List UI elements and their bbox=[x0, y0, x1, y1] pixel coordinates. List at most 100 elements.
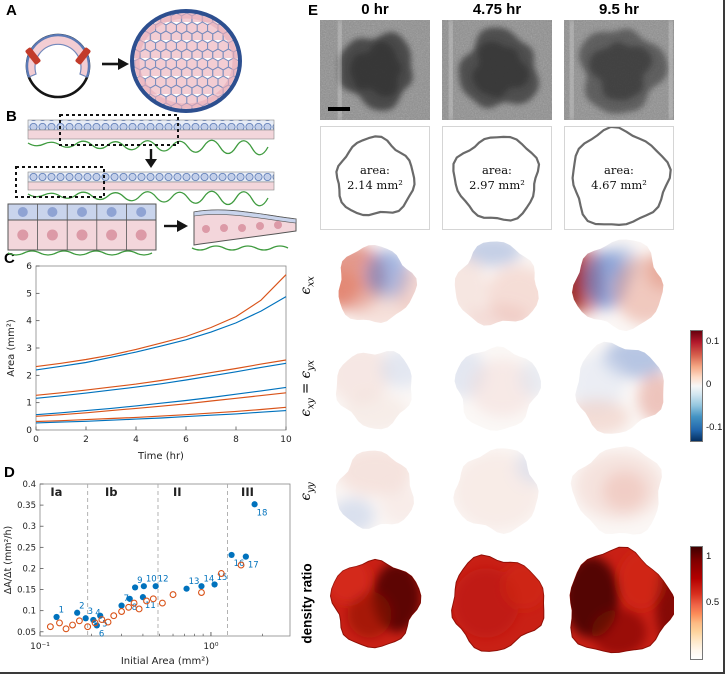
svg-text:0.1: 0.1 bbox=[22, 607, 36, 617]
strain-map-eyy-9-5hr bbox=[564, 442, 674, 540]
strain-map-eyy-0hr bbox=[320, 442, 430, 540]
cell-sheet-rim bbox=[134, 13, 238, 109]
row-label-density-ratio: density ratio bbox=[299, 562, 315, 644]
svg-text:11: 11 bbox=[145, 601, 156, 611]
svg-text:3: 3 bbox=[26, 344, 32, 354]
svg-text:Area (mm²): Area (mm²) bbox=[6, 319, 17, 377]
svg-text:6: 6 bbox=[99, 629, 104, 639]
density-ratio-map-9-5hr bbox=[564, 545, 674, 661]
svg-text:0: 0 bbox=[33, 435, 39, 445]
svg-text:14: 14 bbox=[203, 575, 214, 585]
density-ratio-map-4-75hr bbox=[442, 545, 552, 661]
svg-text:4: 4 bbox=[133, 435, 139, 445]
svg-text:10: 10 bbox=[146, 575, 157, 585]
panel-c-chart: 0 2 4 6 8 10 0 1 2 3 4 5 6 Time (hr) Area (mm²) bbox=[4, 258, 296, 469]
cut-mark-left bbox=[25, 47, 41, 65]
svg-text:III: III bbox=[241, 485, 254, 499]
svg-text:6: 6 bbox=[183, 435, 189, 445]
column-header-9-5hr: 9.5 hr bbox=[598, 1, 640, 18]
blastoderm-edge bbox=[25, 33, 91, 78]
svg-text:0: 0 bbox=[26, 426, 32, 436]
strain-map-exx-0hr bbox=[320, 236, 430, 334]
strip2-epiblast-cells bbox=[27, 171, 275, 183]
svg-text:10⁰: 10⁰ bbox=[203, 642, 218, 652]
microscopy-image-9-5hr bbox=[564, 20, 674, 120]
svg-text:8: 8 bbox=[132, 603, 137, 613]
svg-text:2: 2 bbox=[26, 371, 32, 381]
fiber-line bbox=[27, 190, 269, 207]
arrow-head bbox=[118, 58, 129, 70]
svg-text:5: 5 bbox=[102, 620, 107, 630]
svg-text:13: 13 bbox=[189, 577, 200, 587]
svg-text:10⁻¹: 10⁻¹ bbox=[30, 642, 50, 652]
svg-text:2: 2 bbox=[83, 435, 89, 445]
svg-text:3: 3 bbox=[88, 607, 93, 617]
cut-mark-right bbox=[75, 47, 91, 65]
svg-text:8: 8 bbox=[233, 435, 239, 445]
dotted-box-2 bbox=[15, 166, 105, 198]
cell-sheet-blob bbox=[130, 9, 242, 113]
svg-text:0.35: 0.35 bbox=[17, 501, 36, 511]
zoomed-cell-column bbox=[7, 203, 157, 256]
svg-text:17: 17 bbox=[248, 561, 259, 571]
svg-text:II: II bbox=[173, 485, 182, 499]
strain-map-eyy-4-75hr bbox=[442, 442, 552, 540]
svg-text:15: 15 bbox=[217, 573, 228, 583]
tissue-outline-0hr bbox=[320, 126, 430, 230]
tissue-outline-4-75hr bbox=[442, 126, 552, 230]
svg-text:Ia: Ia bbox=[50, 485, 62, 499]
microscopy-image-0hr bbox=[320, 20, 430, 120]
strain-map-exx-4-75hr bbox=[442, 236, 552, 334]
strip1-hypoblast bbox=[27, 129, 275, 140]
svg-text:0.2: 0.2 bbox=[22, 564, 36, 574]
svg-text:6: 6 bbox=[26, 262, 32, 272]
density-ratio-map-0hr bbox=[320, 545, 430, 661]
strain-map-exy-9-5hr bbox=[564, 339, 674, 437]
panel-d-label: D bbox=[4, 464, 15, 481]
svg-text:ΔA/Δt (mm²/h): ΔA/Δt (mm²/h) bbox=[3, 526, 14, 594]
tissue-outline-9-5hr bbox=[564, 126, 674, 230]
density-colorbar-tick-max: 1 bbox=[706, 551, 712, 562]
svg-text:7: 7 bbox=[124, 594, 129, 604]
strain-colorbar bbox=[690, 330, 703, 442]
svg-text:0.15: 0.15 bbox=[17, 586, 36, 596]
fiber-line bbox=[27, 139, 269, 156]
row-label-epsilon-yy: ϵyy bbox=[297, 481, 317, 501]
svg-text:12: 12 bbox=[158, 575, 169, 585]
panel-b-label: B bbox=[6, 108, 17, 125]
strain-colorbar-tick-max: 0.1 bbox=[706, 336, 720, 347]
svg-text:9: 9 bbox=[137, 576, 142, 586]
right-arrow-head bbox=[177, 220, 188, 232]
svg-text:1: 1 bbox=[26, 399, 32, 409]
svg-text:2: 2 bbox=[79, 601, 84, 611]
svg-text:16: 16 bbox=[234, 559, 245, 569]
area-vs-time-chart-canvas: 0 2 4 6 8 10 0 1 2 3 4 5 6 Time (hr) Area (mm²) bbox=[6, 262, 292, 462]
strain-map-exx-9-5hr bbox=[564, 236, 674, 334]
strain-colorbar-tick-zero: 0 bbox=[706, 379, 712, 390]
panel-d-chart: Ia Ib II III 10⁻¹ 10⁰ 0.05 0.1 0.15 0.2 0.25 0.3 0.3… bbox=[2, 472, 298, 672]
row-label-epsilon-xx: ϵxx bbox=[297, 275, 317, 295]
column-header-0hr: 0 hr bbox=[361, 1, 389, 18]
svg-text:0.25: 0.25 bbox=[17, 543, 36, 553]
svg-text:4: 4 bbox=[95, 608, 100, 618]
svg-text:18: 18 bbox=[257, 508, 268, 518]
density-colorbar bbox=[690, 546, 703, 660]
svg-text:10: 10 bbox=[280, 435, 292, 445]
svg-text:Ib: Ib bbox=[105, 485, 118, 499]
strain-map-exy-0hr bbox=[320, 339, 430, 437]
panel-c-label: C bbox=[4, 250, 15, 267]
strain-colorbar-tick-min: -0.1 bbox=[706, 422, 723, 433]
row-label-epsilon-xy-yx: ϵxy = ϵyx bbox=[297, 359, 317, 417]
strip1-epiblast-cells bbox=[27, 119, 275, 131]
svg-text:5: 5 bbox=[26, 289, 32, 299]
microscopy-image-4-75hr bbox=[442, 20, 552, 120]
panel-a-label: A bbox=[6, 2, 17, 19]
panel-b-schematic bbox=[2, 112, 302, 263]
svg-text:4: 4 bbox=[26, 317, 32, 327]
svg-text:0.3: 0.3 bbox=[22, 522, 36, 532]
strip2-hypoblast bbox=[27, 181, 275, 191]
down-arrow-head bbox=[145, 159, 157, 168]
panel-a-schematic bbox=[10, 4, 250, 119]
